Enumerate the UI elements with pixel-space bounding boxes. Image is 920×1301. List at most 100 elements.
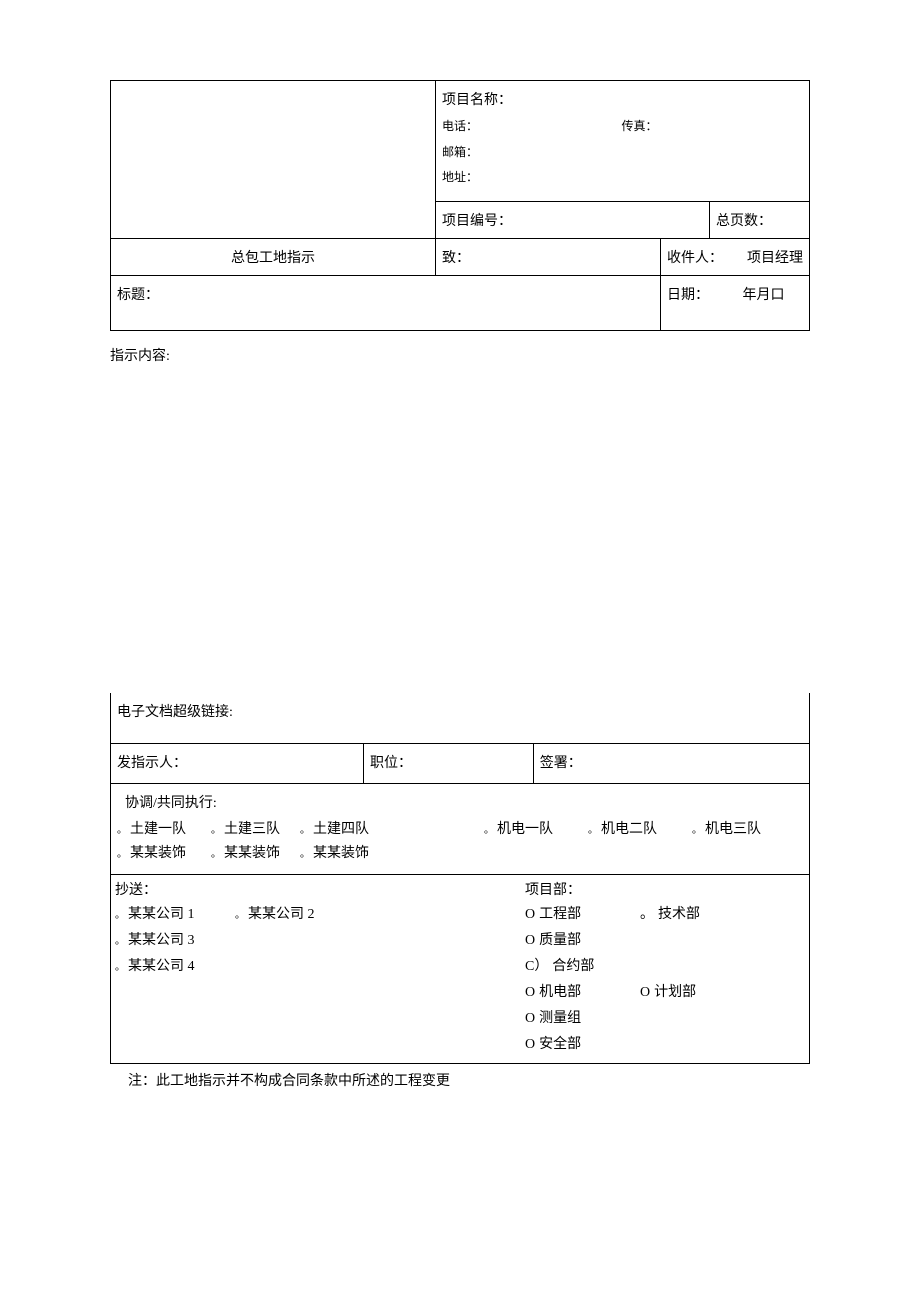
instruction-content-label: 指示内容: bbox=[110, 345, 810, 365]
recipient-value: 项目经理 bbox=[747, 247, 803, 267]
header-table: 项目名称： 电话： 传真： 邮箱： 地址： 项目编号： 总页数： 总包工地指示 … bbox=[110, 80, 810, 331]
email-label: 邮箱： bbox=[442, 143, 803, 160]
check-item-text: 土建一队 bbox=[130, 818, 186, 838]
check-item-text: 机电二队 bbox=[601, 818, 657, 838]
check-mark-icon: 。 bbox=[115, 958, 125, 973]
check-mark-icon: 。 bbox=[117, 821, 127, 836]
total-pages-label: 总页数： bbox=[710, 202, 810, 239]
dept-item: O机电部 bbox=[525, 981, 640, 1001]
dept-mark-icon: O bbox=[525, 1011, 535, 1027]
dept-item: 。技术部 bbox=[640, 903, 770, 923]
check-item: 。某某装饰 bbox=[300, 842, 400, 862]
dept-item-text: 测量组 bbox=[539, 1007, 581, 1027]
position-label: 职位： bbox=[364, 743, 534, 783]
dept-row-1: O工程部。技术部O质量部 bbox=[525, 903, 805, 955]
check-item: 。土建四队 bbox=[300, 818, 480, 838]
dept-item-text: 技术部 bbox=[658, 903, 700, 923]
check-mark-icon: 。 bbox=[115, 906, 125, 921]
to-label: 致： bbox=[436, 239, 661, 276]
check-item: 。某某公司 2 bbox=[235, 903, 355, 923]
dept-mark-icon: O bbox=[525, 907, 535, 923]
check-item: 。某某公司 1 bbox=[115, 903, 235, 923]
check-mark-icon: 。 bbox=[692, 821, 702, 836]
check-item-text: 某某公司 2 bbox=[248, 903, 315, 923]
address-label: 地址： bbox=[442, 168, 803, 185]
form-title: 总包工地指示 bbox=[111, 239, 436, 276]
dept-item: O质量部 bbox=[525, 929, 615, 949]
cc-label: 抄送： bbox=[115, 879, 517, 899]
sign-label: 签署： bbox=[533, 743, 809, 783]
phone-label: 电话： bbox=[442, 119, 478, 133]
check-item: 。某某公司 4 bbox=[115, 955, 235, 975]
check-mark-icon: 。 bbox=[117, 845, 127, 860]
project-name-label: 项目名称： bbox=[442, 89, 803, 109]
check-item-text: 某某装饰 bbox=[313, 842, 369, 862]
date-cell: 日期： 年月口 bbox=[661, 276, 810, 331]
recipient-label: 收件人： bbox=[667, 251, 723, 266]
fax-label: 传真： bbox=[622, 117, 658, 134]
check-mark-icon: 。 bbox=[211, 845, 221, 860]
check-item-text: 某某公司 3 bbox=[128, 929, 195, 949]
dept-item-text: 机电部 bbox=[539, 981, 581, 1001]
dept-item: O测量组 bbox=[525, 1007, 615, 1027]
dept-item: C）合约部 bbox=[525, 955, 640, 975]
check-item: 。某某装饰 bbox=[211, 842, 296, 862]
instruction-content-area bbox=[110, 373, 810, 673]
dept-mark-icon: O bbox=[525, 933, 535, 949]
check-item: 。某某公司 3 bbox=[115, 929, 235, 949]
coordination-label: 协调/共同执行: bbox=[125, 792, 803, 812]
coordination-section: 协调/共同执行: 。土建一队。土建三队。土建四队。机电一队。机电二队。机电三队 … bbox=[111, 783, 810, 874]
check-item: 。土建一队 bbox=[117, 818, 207, 838]
check-item-text: 土建三队 bbox=[224, 818, 280, 838]
coord-row-2: 。某某装饰。某某装饰。某某装饰 bbox=[117, 842, 803, 862]
check-mark-icon: 。 bbox=[300, 821, 310, 836]
check-mark-icon: 。 bbox=[235, 906, 245, 921]
dept-label: 项目部： bbox=[525, 879, 805, 899]
dept-item-text: 工程部 bbox=[539, 903, 581, 923]
dept-item-text: 计划部 bbox=[654, 981, 696, 1001]
logo-cell bbox=[111, 81, 436, 239]
bottom-table: 电子文档超级链接: 发指示人： 职位： 签署： 协调/共同执行: 。土建一队。土… bbox=[110, 693, 810, 1064]
dept-item-text: 安全部 bbox=[539, 1033, 581, 1053]
cc-row-2: 。某某公司 3 bbox=[115, 929, 517, 949]
dept-item: O工程部 bbox=[525, 903, 640, 923]
check-item: 。机电一队 bbox=[484, 818, 584, 838]
footnote: 注：此工地指示并不构成合同条款中所述的工程变更 bbox=[128, 1070, 810, 1090]
check-item: 。机电三队 bbox=[692, 818, 792, 838]
check-item-text: 某某装饰 bbox=[130, 842, 186, 862]
dept-mark-icon: C） bbox=[525, 955, 548, 975]
check-item-text: 机电三队 bbox=[705, 818, 761, 838]
cc-right: 项目部： O工程部。技术部O质量部 C）合约部 O机电部O计划部O测量组 O安全… bbox=[521, 875, 809, 1063]
dept-item: O计划部 bbox=[640, 981, 770, 1001]
check-item: 。机电二队 bbox=[588, 818, 688, 838]
dept-row-4: O安全部 bbox=[525, 1033, 805, 1059]
issuer-label: 发指示人： bbox=[111, 743, 364, 783]
cc-left: 抄送： 。某某公司 1。某某公司 2 。某某公司 3 。某某公司 4 bbox=[111, 875, 521, 1063]
date-value: 年月口 bbox=[743, 288, 785, 303]
dept-item-text: 质量部 bbox=[539, 929, 581, 949]
check-item: 。土建三队 bbox=[211, 818, 296, 838]
check-item-text: 某某公司 1 bbox=[128, 903, 195, 923]
check-item-text: 某某公司 4 bbox=[128, 955, 195, 975]
cc-row-3: 。某某公司 4 bbox=[115, 955, 517, 975]
check-mark-icon: 。 bbox=[211, 821, 221, 836]
project-info-cell: 项目名称： 电话： 传真： 邮箱： 地址： bbox=[436, 81, 810, 202]
dept-row-3: O机电部O计划部O测量组 bbox=[525, 981, 805, 1033]
dept-mark-icon: 。 bbox=[640, 903, 654, 923]
check-mark-icon: 。 bbox=[300, 845, 310, 860]
cc-section: 抄送： 。某某公司 1。某某公司 2 。某某公司 3 。某某公司 4 项目部： … bbox=[111, 874, 810, 1063]
date-label: 日期： bbox=[667, 288, 709, 303]
check-item-text: 机电一队 bbox=[497, 818, 553, 838]
check-mark-icon: 。 bbox=[115, 932, 125, 947]
dept-row-2: C）合约部 bbox=[525, 955, 805, 981]
subject-label: 标题： bbox=[111, 276, 661, 331]
cc-row-1: 。某某公司 1。某某公司 2 bbox=[115, 903, 517, 923]
dept-mark-icon: O bbox=[525, 1037, 535, 1053]
dept-mark-icon: O bbox=[525, 985, 535, 1001]
hyperlink-label: 电子文档超级链接: bbox=[111, 693, 810, 743]
dept-item-text: 合约部 bbox=[552, 955, 594, 975]
check-mark-icon: 。 bbox=[588, 821, 598, 836]
dept-mark-icon: O bbox=[640, 985, 650, 1001]
check-item-text: 某某装饰 bbox=[224, 842, 280, 862]
recipient-cell: 收件人： 项目经理 bbox=[661, 239, 810, 276]
